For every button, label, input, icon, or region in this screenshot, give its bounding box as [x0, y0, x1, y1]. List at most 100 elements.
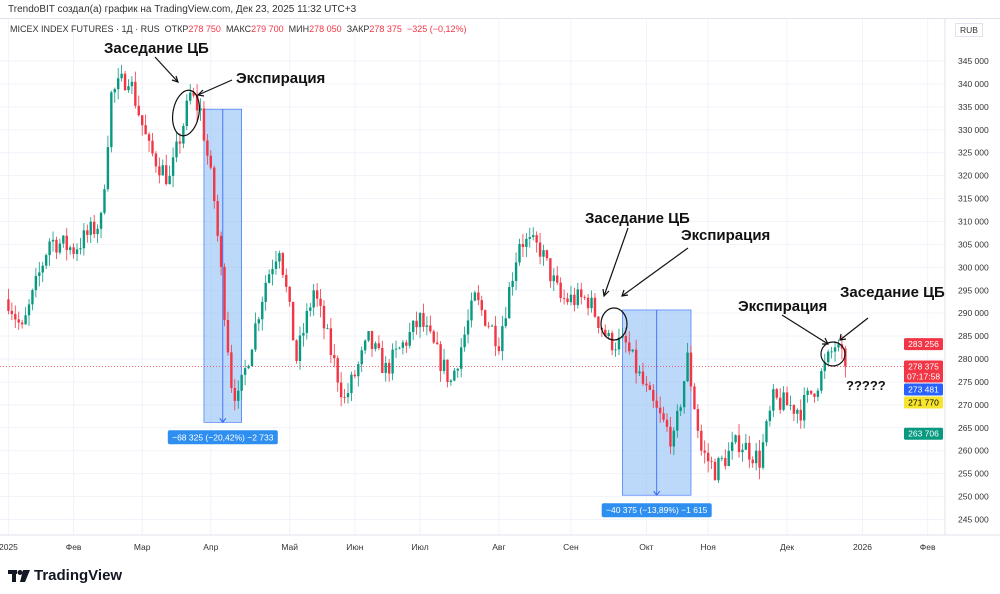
candle-body [542, 250, 545, 257]
arrow-head [602, 288, 610, 298]
candle-body [20, 322, 24, 325]
candle-body [634, 349, 638, 374]
candle-body [802, 395, 806, 421]
price-tag-countdown: 07:17:58 [907, 371, 940, 381]
price-tick-label: 300 000 [958, 262, 989, 272]
candle-body [209, 155, 212, 168]
tradingview-logo[interactable]: TradingView [8, 567, 122, 584]
candle-body [199, 108, 202, 111]
candle-body [257, 319, 261, 324]
candle-body [446, 359, 449, 382]
candle-body [55, 239, 58, 253]
candle-body [816, 390, 820, 397]
candle [508, 282, 511, 319]
candle [693, 383, 696, 410]
candle [171, 147, 175, 188]
candle-body [748, 442, 751, 460]
candle-body [532, 235, 535, 238]
candle [92, 214, 96, 239]
candle [333, 344, 336, 368]
candle-body [628, 342, 631, 352]
time-tick-label: Фев [920, 542, 936, 552]
candle-body [51, 239, 55, 242]
currency-button[interactable]: RUB [955, 23, 983, 37]
candle-body [89, 221, 92, 235]
candle-body [171, 157, 175, 176]
candle-body [360, 350, 363, 365]
candle [717, 456, 720, 483]
arrow-line [839, 317, 869, 341]
candle-body [456, 368, 459, 371]
candle [676, 404, 679, 438]
candle [573, 287, 576, 312]
price-tick-label: 345 000 [958, 56, 989, 66]
candle-body [655, 400, 658, 408]
price-tick-label: 335 000 [958, 102, 989, 112]
candle [744, 433, 748, 450]
candle [737, 423, 741, 458]
measure-range-arrowhead [653, 490, 661, 497]
candle-body [576, 289, 580, 306]
candle-body [147, 134, 151, 141]
candle-body [185, 100, 188, 126]
candle [614, 342, 617, 357]
candle-body [549, 258, 552, 282]
price-tick-label: 290 000 [958, 308, 989, 318]
candle [765, 419, 768, 447]
open-label: ОТКР [164, 24, 189, 34]
candle-body [374, 343, 377, 349]
candle-body [418, 313, 422, 328]
candles [7, 64, 847, 483]
candle [7, 288, 10, 315]
candle [782, 386, 785, 412]
candle [75, 243, 79, 261]
candle-body [439, 344, 442, 372]
candle [72, 243, 75, 259]
candle-body [538, 242, 542, 257]
candle [103, 184, 106, 215]
candle [823, 353, 826, 379]
time-tick-label: Окт [639, 542, 653, 552]
low-label: МИН [288, 24, 310, 34]
candle-body [295, 340, 298, 362]
price-tick-label: 310 000 [958, 216, 989, 226]
candle [261, 296, 264, 331]
price-tag-label: 278 375 [908, 361, 939, 371]
candle-body [62, 235, 65, 244]
arrow-line [621, 247, 689, 297]
candle-body [151, 140, 154, 154]
candle [655, 392, 658, 409]
candle-body [27, 304, 31, 316]
price-tag-bg [904, 383, 943, 396]
arrow-line [154, 56, 179, 83]
candle [511, 272, 514, 296]
price-tick-label: 285 000 [958, 331, 989, 341]
candle-body [778, 397, 782, 410]
candle-body [175, 141, 178, 158]
candle [466, 309, 470, 344]
price-tick-label: 275 000 [958, 377, 989, 387]
candle-body [99, 212, 103, 229]
candle [96, 224, 99, 244]
candle [559, 277, 562, 303]
candle-body [58, 243, 62, 253]
candle [751, 456, 754, 468]
candle-body [614, 349, 617, 351]
candle-body [309, 307, 312, 311]
candle [319, 289, 322, 318]
chart-frame [0, 18, 1000, 559]
candle [542, 244, 545, 266]
candle [278, 250, 281, 269]
candle-body [34, 275, 38, 291]
candle [785, 386, 789, 406]
price-tick-label: 330 000 [958, 125, 989, 135]
candle [141, 115, 144, 136]
candle [463, 326, 466, 352]
candle [442, 348, 446, 375]
annotations [154, 56, 869, 367]
price-axis: 345 000 340 000 335 000 330 000 325 000 320 0… [0, 19, 1000, 536]
candle-body [82, 230, 86, 249]
candle-body [353, 374, 357, 377]
candle [17, 311, 20, 330]
